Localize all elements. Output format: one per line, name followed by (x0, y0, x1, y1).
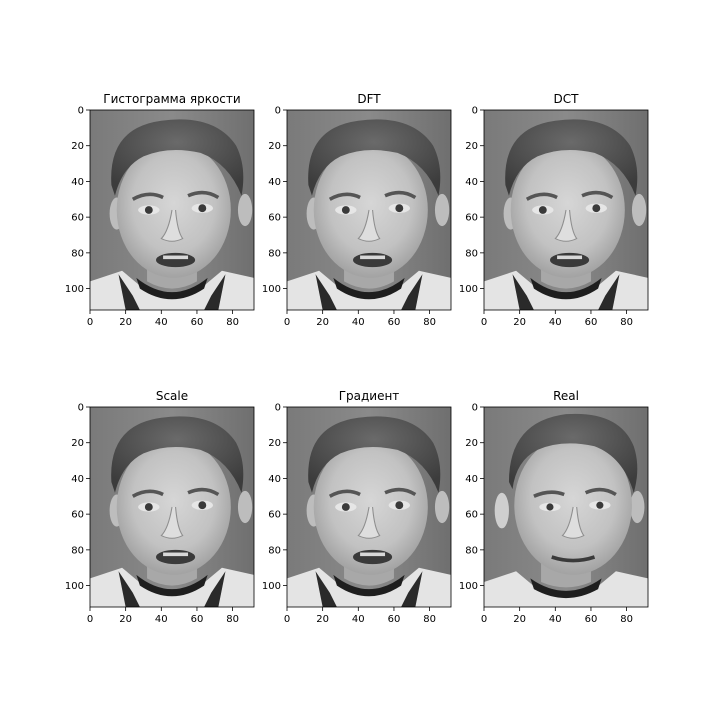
x-tick-label: 20 (119, 317, 132, 328)
x-tick-label: 60 (388, 614, 401, 625)
y-tick-label: 100 (262, 581, 281, 592)
y-tick-label: 20 (268, 438, 281, 449)
face-image (90, 110, 254, 310)
y-tick-label: 60 (465, 213, 478, 224)
subplot-6: Real 0 20 40 60 80 0 20 40 60 80 100 (459, 389, 649, 625)
y-tick-label: 40 (71, 474, 84, 485)
y-tick-label: 0 (275, 106, 281, 117)
y-tick-label: 80 (71, 545, 84, 556)
y-tick-label: 60 (268, 510, 281, 521)
x-tick-label: 0 (481, 317, 487, 328)
x-tick-label: 80 (620, 614, 633, 625)
x-tick-label: 20 (513, 317, 526, 328)
x-tick-label: 60 (585, 317, 598, 328)
y-tick-label: 0 (78, 403, 84, 414)
y-tick-label: 40 (71, 177, 84, 188)
y-tick-label: 100 (65, 581, 84, 592)
y-tick-label: 0 (472, 403, 478, 414)
y-tick-label: 40 (465, 177, 478, 188)
x-tick-label: 60 (388, 317, 401, 328)
y-tick-label: 80 (71, 248, 84, 259)
subplot-1: Гистограмма яркости 0 20 40 60 80 0 20 40 60 80 100 (65, 92, 255, 328)
y-tick-label: 40 (268, 474, 281, 485)
x-tick-label: 80 (226, 317, 239, 328)
y-tick-label: 0 (78, 106, 84, 117)
x-tick-label: 20 (119, 614, 132, 625)
y-tick-label: 20 (465, 141, 478, 152)
subplot-title: Scale (156, 389, 188, 403)
y-tick-label: 20 (465, 438, 478, 449)
y-tick-label: 100 (459, 284, 478, 295)
subplot-2: DFT 0 20 40 60 80 0 20 40 60 80 100 (262, 92, 452, 328)
axes-frame (286, 109, 452, 311)
y-tick-label: 0 (275, 403, 281, 414)
subplot-title: DFT (357, 92, 381, 106)
y-tick-label: 100 (459, 581, 478, 592)
x-tick-label: 80 (423, 317, 436, 328)
y-tick-label: 20 (71, 438, 84, 449)
x-tick-label: 0 (481, 614, 487, 625)
x-tick-label: 80 (620, 317, 633, 328)
y-tick-label: 60 (465, 510, 478, 521)
face-image (287, 407, 451, 607)
subplot-title: DCT (554, 92, 580, 106)
y-tick-label: 40 (268, 177, 281, 188)
face-image (287, 110, 451, 310)
x-tick-label: 60 (191, 614, 204, 625)
y-tick-label: 80 (268, 545, 281, 556)
subplot-3: DCT 0 20 40 60 80 0 20 40 60 80 100 (459, 92, 649, 328)
x-tick-label: 0 (284, 317, 290, 328)
x-tick-label: 0 (284, 614, 290, 625)
subplot-4: Scale 0 20 40 60 80 0 20 40 60 80 100 (65, 389, 255, 625)
x-tick-label: 80 (423, 614, 436, 625)
x-tick-label: 60 (585, 614, 598, 625)
x-tick-label: 0 (87, 317, 93, 328)
x-tick-label: 40 (352, 614, 365, 625)
y-tick-label: 80 (465, 248, 478, 259)
x-tick-label: 40 (352, 317, 365, 328)
x-tick-label: 40 (549, 317, 562, 328)
y-tick-label: 40 (465, 474, 478, 485)
x-tick-label: 20 (316, 614, 329, 625)
axes-frame (286, 406, 452, 608)
y-tick-label: 60 (268, 213, 281, 224)
y-tick-label: 100 (65, 284, 84, 295)
axes-frame (483, 406, 649, 608)
y-tick-label: 60 (71, 213, 84, 224)
y-tick-label: 0 (472, 106, 478, 117)
y-tick-label: 20 (71, 141, 84, 152)
x-tick-label: 40 (155, 614, 168, 625)
subplot-title: Градиент (339, 389, 400, 403)
y-tick-label: 60 (71, 510, 84, 521)
y-tick-label: 80 (268, 248, 281, 259)
axes-frame (89, 109, 255, 311)
y-tick-label: 80 (465, 545, 478, 556)
x-tick-label: 60 (191, 317, 204, 328)
subplot-title: Real (553, 389, 579, 403)
x-tick-label: 20 (513, 614, 526, 625)
face-image (484, 407, 648, 607)
x-tick-label: 80 (226, 614, 239, 625)
face-image (90, 407, 254, 607)
x-tick-label: 40 (155, 317, 168, 328)
subplot-5: Градиент 0 20 40 60 80 0 20 40 60 80 100 (262, 389, 452, 625)
axes-frame (89, 406, 255, 608)
face-image (484, 110, 648, 310)
subplot-title: Гистограмма яркости (103, 92, 240, 106)
x-tick-label: 0 (87, 614, 93, 625)
y-tick-label: 100 (262, 284, 281, 295)
y-tick-label: 20 (268, 141, 281, 152)
axes-frame (483, 109, 649, 311)
x-tick-label: 20 (316, 317, 329, 328)
x-tick-label: 40 (549, 614, 562, 625)
